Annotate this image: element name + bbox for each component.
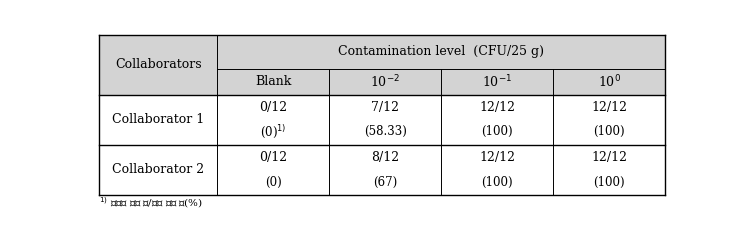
Text: Blank: Blank: [255, 75, 292, 88]
Text: 10$^{0}$: 10$^{0}$: [598, 74, 621, 90]
Text: (100): (100): [481, 175, 513, 189]
Text: 12/12: 12/12: [592, 152, 627, 164]
Text: (0): (0): [265, 175, 282, 189]
Text: 10$^{-2}$: 10$^{-2}$: [370, 74, 400, 90]
Text: Collaborator 1: Collaborator 1: [112, 114, 204, 126]
Text: $^{1)}$ 검출된 샘플 수/전체 샘플 수(%): $^{1)}$ 검출된 샘플 수/전체 샘플 수(%): [99, 196, 204, 211]
Text: Contamination level  (CFU/25 g): Contamination level (CFU/25 g): [338, 45, 545, 58]
Text: 10$^{-1}$: 10$^{-1}$: [482, 74, 513, 90]
Text: 12/12: 12/12: [592, 101, 627, 114]
Text: 12/12: 12/12: [479, 152, 515, 164]
Text: 7/12: 7/12: [372, 101, 399, 114]
Text: (0)$^{1)}$: (0)$^{1)}$: [260, 123, 286, 141]
Text: 8/12: 8/12: [372, 152, 399, 164]
Text: (67): (67): [373, 175, 398, 189]
Text: 0/12: 0/12: [259, 152, 287, 164]
Bar: [99, 69, 665, 95]
Text: (100): (100): [593, 175, 625, 189]
Text: (100): (100): [481, 125, 513, 138]
Text: (100): (100): [593, 125, 625, 138]
Bar: [99, 145, 665, 195]
Text: (58.33): (58.33): [364, 125, 407, 138]
Bar: [99, 95, 665, 145]
Bar: [99, 35, 665, 69]
Text: 12/12: 12/12: [479, 101, 515, 114]
Text: Collaborator 2: Collaborator 2: [113, 163, 204, 176]
Text: 0/12: 0/12: [259, 101, 287, 114]
Text: Collaborators: Collaborators: [115, 58, 201, 71]
